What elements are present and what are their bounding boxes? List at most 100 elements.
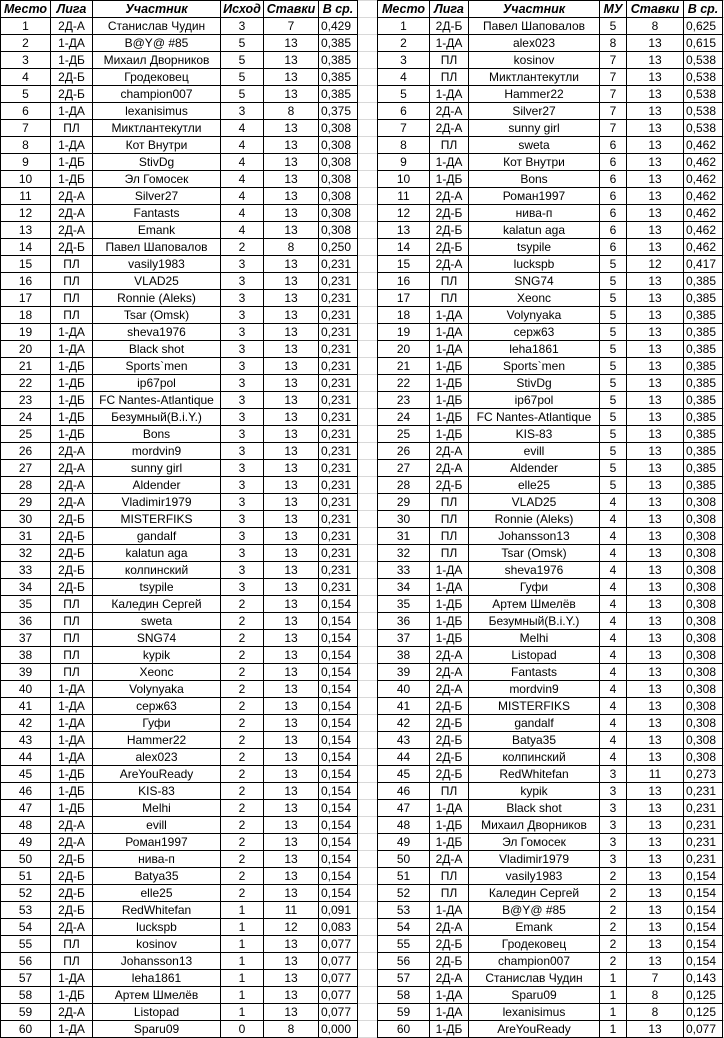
cell-score: 7 bbox=[599, 51, 627, 69]
cell-average: 0,154 bbox=[318, 697, 358, 715]
cell-place: 8 bbox=[0, 136, 51, 154]
cell-bets: 13 bbox=[263, 612, 319, 630]
cell-average: 0,231 bbox=[318, 510, 358, 528]
cell-place: 43 bbox=[377, 731, 430, 749]
table-row: 26 2Д-А evill 5 13 0,385 bbox=[377, 442, 723, 460]
cell-league: ПЛ bbox=[50, 595, 93, 613]
cell-score: 7 bbox=[599, 119, 627, 137]
table-row: 13 2Д-Б kalatun aga 6 13 0,462 bbox=[377, 221, 723, 239]
table-row: 36 1-ДБ Безумный(B.i.Y.) 4 13 0,308 bbox=[377, 612, 723, 630]
cell-average: 0,231 bbox=[683, 782, 723, 800]
cell-league: 2Д-Б bbox=[429, 204, 469, 222]
cell-place: 53 bbox=[377, 901, 430, 919]
cell-league: 2Д-Б bbox=[50, 884, 93, 902]
cell-average: 0,091 bbox=[318, 901, 358, 919]
cell-place: 12 bbox=[0, 204, 51, 222]
cell-participant: Павел Шаповалов bbox=[468, 17, 600, 35]
table-row: 53 1-ДА B@Y@ #85 2 13 0,154 bbox=[377, 901, 723, 919]
cell-place: 23 bbox=[0, 391, 51, 409]
cell-average: 0,231 bbox=[318, 476, 358, 494]
column-header-average: В ср. bbox=[683, 0, 723, 18]
table-row: 44 1-ДА alex023 2 13 0,154 bbox=[0, 748, 358, 766]
cell-league: 2Д-А bbox=[50, 221, 93, 239]
cell-score: 4 bbox=[599, 612, 627, 630]
cell-average: 0,231 bbox=[683, 850, 723, 868]
cell-participant: Станислав Чудин bbox=[92, 17, 221, 35]
column-header-participant: Участник bbox=[468, 0, 600, 18]
cell-participant: Vladimir1979 bbox=[92, 493, 221, 511]
cell-score: 1 bbox=[599, 1003, 627, 1021]
cell-participant: alex023 bbox=[468, 34, 600, 52]
cell-bets: 13 bbox=[626, 680, 684, 698]
cell-participant: Volynyaka bbox=[92, 680, 221, 698]
cell-bets: 13 bbox=[626, 85, 684, 103]
cell-score: 2 bbox=[220, 680, 264, 698]
cell-bets: 8 bbox=[263, 238, 319, 256]
cell-average: 0,231 bbox=[318, 578, 358, 596]
cell-participant: Xeonc bbox=[468, 289, 600, 307]
cell-average: 0,308 bbox=[683, 493, 723, 511]
cell-average: 0,231 bbox=[318, 289, 358, 307]
table-row: 22 1-ДБ StivDg 5 13 0,385 bbox=[377, 374, 723, 392]
cell-score: 1 bbox=[599, 986, 627, 1004]
table-row: 60 1-ДБ AreYouReady 1 13 0,077 bbox=[377, 1020, 723, 1038]
cell-league: 1-ДБ bbox=[429, 833, 469, 851]
cell-score: 2 bbox=[599, 935, 627, 953]
cell-league: 2Д-А bbox=[429, 187, 469, 205]
cell-average: 0,385 bbox=[318, 34, 358, 52]
cell-participant: Миктлантекутли bbox=[92, 119, 221, 137]
table-row: 4 ПЛ Миктлантекутли 7 13 0,538 bbox=[377, 68, 723, 86]
cell-average: 0,308 bbox=[683, 544, 723, 562]
cell-score: 4 bbox=[599, 680, 627, 698]
cell-score: 3 bbox=[220, 272, 264, 290]
right-standings-table: Место Лига Участник МУ Ставки В ср. 1 2Д-Б Паве… bbox=[377, 0, 723, 1038]
cell-place: 4 bbox=[377, 68, 430, 86]
cell-bets: 13 bbox=[263, 578, 319, 596]
cell-score: 4 bbox=[220, 119, 264, 137]
cell-average: 0,231 bbox=[318, 374, 358, 392]
table-row: 25 1-ДБ KIS-83 5 13 0,385 bbox=[377, 425, 723, 443]
cell-league: 1-ДБ bbox=[429, 374, 469, 392]
cell-league: 2Д-А bbox=[50, 187, 93, 205]
table-row: 53 2Д-Б RedWhitefan 1 11 0,091 bbox=[0, 901, 358, 919]
cell-average: 0,308 bbox=[318, 204, 358, 222]
cell-score: 1 bbox=[599, 969, 627, 987]
cell-league: ПЛ bbox=[429, 68, 469, 86]
cell-league: 2Д-Б bbox=[429, 221, 469, 239]
cell-participant: luckspb bbox=[92, 918, 221, 936]
table-row: 12 2Д-Б нива-п 6 13 0,462 bbox=[377, 204, 723, 222]
table-row: 16 ПЛ VLAD25 3 13 0,231 bbox=[0, 272, 358, 290]
cell-average: 0,154 bbox=[683, 867, 723, 885]
cell-place: 11 bbox=[0, 187, 51, 205]
cell-participant: elle25 bbox=[92, 884, 221, 902]
cell-score: 8 bbox=[599, 34, 627, 52]
cell-participant: Melhi bbox=[92, 799, 221, 817]
cell-participant: Batya35 bbox=[92, 867, 221, 885]
cell-place: 29 bbox=[0, 493, 51, 511]
cell-bets: 13 bbox=[263, 697, 319, 715]
cell-bets: 13 bbox=[626, 425, 684, 443]
left-standings-table: Место Лига Участник Исход Ставки В ср. 1 2Д-А С… bbox=[0, 0, 358, 1038]
cell-score: 4 bbox=[220, 153, 264, 171]
table-row: 30 2Д-Б MISTERFIKS 3 13 0,231 bbox=[0, 510, 358, 528]
cell-league: 2Д-А bbox=[429, 680, 469, 698]
cell-place: 54 bbox=[0, 918, 51, 936]
cell-bets: 13 bbox=[263, 255, 319, 273]
cell-league: 2Д-А bbox=[429, 459, 469, 477]
cell-average: 0,308 bbox=[683, 510, 723, 528]
cell-place: 20 bbox=[0, 340, 51, 358]
cell-place: 36 bbox=[0, 612, 51, 630]
cell-participant: vasily1983 bbox=[468, 867, 600, 885]
cell-bets: 13 bbox=[626, 918, 684, 936]
table-row: 43 2Д-Б Batya35 4 13 0,308 bbox=[377, 731, 723, 749]
cell-bets: 13 bbox=[263, 935, 319, 953]
cell-average: 0,385 bbox=[683, 306, 723, 324]
cell-average: 0,462 bbox=[683, 221, 723, 239]
table-row: 54 2Д-А luckspb 1 12 0,083 bbox=[0, 918, 358, 936]
cell-average: 0,154 bbox=[318, 748, 358, 766]
cell-league: 2Д-А bbox=[50, 816, 93, 834]
cell-participant: sunny girl bbox=[92, 459, 221, 477]
table-row: 56 2Д-Б champion007 2 13 0,154 bbox=[377, 952, 723, 970]
cell-score: 4 bbox=[599, 578, 627, 596]
cell-score: 2 bbox=[220, 238, 264, 256]
